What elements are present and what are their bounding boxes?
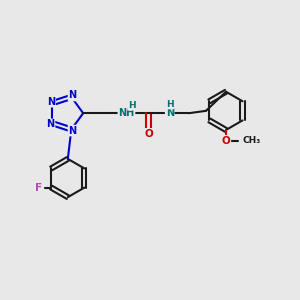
Text: CH₃: CH₃ <box>242 136 260 146</box>
Text: F: F <box>35 183 42 193</box>
Text: N: N <box>47 97 55 107</box>
Text: NH: NH <box>118 108 135 118</box>
Text: O: O <box>144 129 153 139</box>
Text: H: H <box>166 100 173 109</box>
Text: N: N <box>68 126 76 136</box>
Text: O: O <box>222 136 230 146</box>
Text: N: N <box>46 119 55 129</box>
Text: N: N <box>68 91 76 100</box>
Text: N: N <box>166 108 174 118</box>
Text: H: H <box>128 101 135 110</box>
